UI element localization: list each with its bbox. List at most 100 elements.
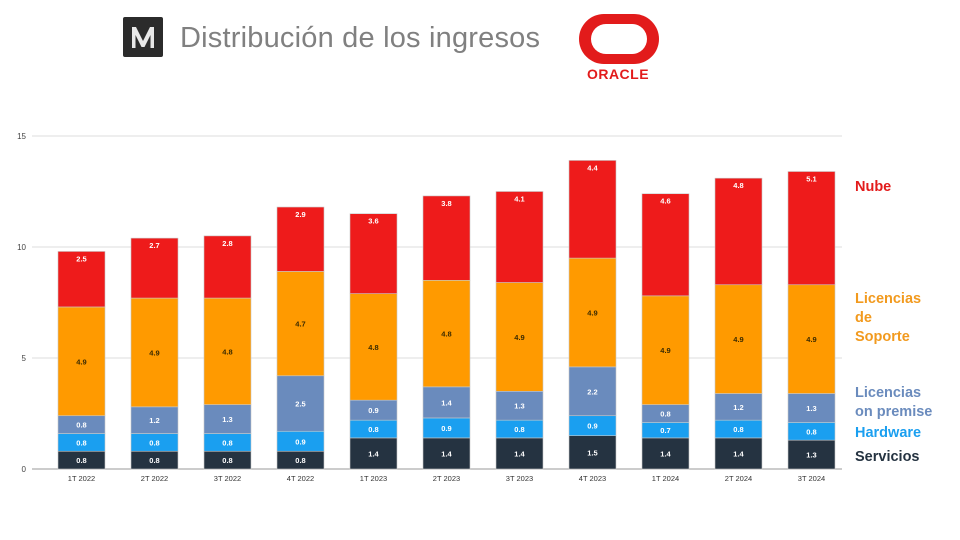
- y-tick-label: 10: [17, 243, 26, 252]
- x-tick-label: 2T 2024: [725, 474, 752, 483]
- data-label: 4.7: [295, 320, 305, 329]
- data-label: 0.8: [222, 438, 232, 447]
- logo-m: [123, 17, 163, 57]
- bar-segment: [641, 193, 690, 297]
- bar-segment: [422, 386, 471, 419]
- bar-segment: [787, 439, 836, 470]
- bar-segment: [641, 437, 690, 470]
- data-label: 0.8: [76, 421, 86, 430]
- legend-item: Licencias on premise: [855, 384, 932, 422]
- bar-segment: [349, 437, 398, 470]
- legend-item: Nube: [855, 178, 891, 197]
- oracle-logo-icon: [579, 14, 659, 64]
- bar-segment: [495, 390, 544, 421]
- data-label: 4.9: [149, 348, 159, 357]
- data-label: 2.2: [587, 387, 597, 396]
- legend-label-line: Nube: [855, 179, 892, 195]
- data-label: 0.8: [368, 425, 378, 434]
- data-label: 4.8: [368, 343, 378, 352]
- legend-label-line: Licencias: [855, 385, 922, 401]
- x-tick-label: 3T 2024: [798, 474, 825, 483]
- data-label: 4.9: [76, 357, 86, 366]
- bar-segment: [349, 293, 398, 401]
- bar-segment: [787, 171, 836, 286]
- data-label: 1.4: [368, 449, 379, 458]
- data-label: 4.8: [733, 181, 743, 190]
- data-label: 3.6: [368, 217, 378, 226]
- bar-segment: [787, 393, 836, 423]
- data-label: 1.5: [587, 448, 597, 457]
- bar-segment: [422, 279, 471, 388]
- bar-segment: [641, 295, 690, 405]
- data-label: 2.8: [222, 239, 232, 248]
- bar-segment: [276, 206, 325, 272]
- bar-segment: [568, 160, 617, 259]
- data-label: 1.4: [441, 398, 452, 407]
- data-label: 0.8: [806, 427, 816, 436]
- y-tick-label: 15: [17, 132, 26, 141]
- bar-segment: [495, 191, 544, 283]
- data-label: 0.8: [76, 438, 86, 447]
- data-label: 4.8: [441, 330, 451, 339]
- data-label: 0.9: [368, 406, 378, 415]
- bar-segment: [57, 306, 106, 417]
- legend-item: Servicios: [855, 448, 920, 467]
- bar-segment: [422, 437, 471, 470]
- bar-segment: [276, 271, 325, 377]
- bar-segment: [787, 284, 836, 394]
- data-label: 0.9: [441, 424, 451, 433]
- data-label: 4.9: [733, 335, 743, 344]
- bar-segment: [57, 251, 106, 308]
- x-tick-label: 2T 2022: [141, 474, 168, 483]
- x-tick-label: 1T 2022: [68, 474, 95, 483]
- bar-segment: [714, 177, 763, 286]
- x-tick-label: 3T 2023: [506, 474, 533, 483]
- data-label: 5.1: [806, 175, 816, 184]
- data-label: 4.1: [514, 195, 524, 204]
- legend-label-line: on premise: [855, 404, 933, 420]
- page-title: Distribución de los ingresos: [180, 22, 541, 54]
- data-label: 4.8: [222, 347, 232, 356]
- oracle-logo-text: ORACLE: [586, 66, 650, 82]
- data-label: 1.4: [441, 449, 452, 458]
- bar-segment: [130, 297, 179, 408]
- data-label: 0.8: [295, 456, 305, 465]
- x-tick-label: 2T 2023: [433, 474, 460, 483]
- y-tick-label: 0: [22, 465, 27, 474]
- data-label: 2.5: [76, 254, 86, 263]
- legend-label-line: de: [855, 310, 872, 326]
- x-tick-label: 1T 2023: [360, 474, 387, 483]
- bar-segment: [568, 257, 617, 368]
- data-label: 1.4: [733, 449, 744, 458]
- bar-segment: [130, 406, 179, 434]
- data-label: 0.8: [733, 425, 743, 434]
- bar-segment: [349, 213, 398, 294]
- data-label: 4.4: [587, 163, 598, 172]
- data-label: 1.3: [806, 451, 816, 460]
- logo-m-icon: [132, 27, 154, 48]
- legend-label-line: Licencias: [855, 291, 922, 307]
- data-label: 2.5: [295, 400, 305, 409]
- bar-segment: [422, 195, 471, 281]
- data-label: 0.8: [660, 410, 670, 419]
- data-label: 4.9: [514, 333, 524, 342]
- legend-label-line: Hardware: [855, 425, 922, 441]
- x-tick-label: 4T 2022: [287, 474, 314, 483]
- data-label: 2.7: [149, 241, 159, 250]
- data-label: 0.8: [222, 456, 232, 465]
- data-label: 1.3: [514, 402, 524, 411]
- y-tick-label: 5: [22, 354, 27, 363]
- bar-segment: [203, 297, 252, 405]
- data-label: 4.9: [587, 308, 597, 317]
- bar-segment: [203, 404, 252, 434]
- bar-segment: [714, 437, 763, 470]
- data-label: 4.9: [660, 346, 670, 355]
- legend-item: Hardware: [855, 424, 921, 443]
- data-label: 0.7: [660, 426, 670, 435]
- data-label: 1.2: [149, 416, 159, 425]
- bar-segment: [203, 235, 252, 299]
- data-label: 1.3: [222, 415, 232, 424]
- data-label: 0.8: [514, 425, 524, 434]
- x-tick-label: 4T 2023: [579, 474, 606, 483]
- x-tick-label: 3T 2022: [214, 474, 241, 483]
